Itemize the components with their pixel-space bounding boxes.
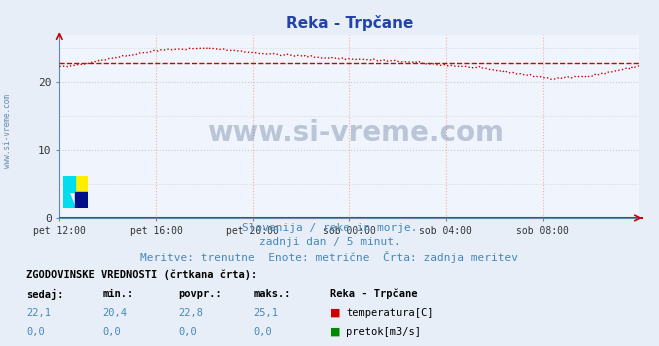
Text: ■: ■ [330, 308, 340, 318]
Text: Reka - Trpčane: Reka - Trpčane [330, 289, 417, 299]
Bar [63, 176, 75, 192]
Text: maks.:: maks.: [254, 289, 291, 299]
Text: min.:: min.: [102, 289, 133, 299]
Text: pretok[m3/s]: pretok[m3/s] [346, 327, 421, 337]
Bar [75, 192, 88, 208]
Text: Slovenija / reke in morje.: Slovenija / reke in morje. [242, 223, 417, 233]
Polygon shape [63, 176, 75, 208]
Text: 0,0: 0,0 [178, 327, 196, 337]
Bar [75, 176, 88, 192]
Text: sedaj:: sedaj: [26, 289, 64, 300]
Text: 0,0: 0,0 [26, 327, 45, 337]
Title: Reka - Trpčane: Reka - Trpčane [285, 15, 413, 31]
Text: ■: ■ [330, 327, 340, 337]
Text: 20,4: 20,4 [102, 308, 127, 318]
Text: 25,1: 25,1 [254, 308, 279, 318]
Text: 22,8: 22,8 [178, 308, 203, 318]
Text: www.si-vreme.com: www.si-vreme.com [208, 119, 504, 147]
Text: Meritve: trenutne  Enote: metrične  Črta: zadnja meritev: Meritve: trenutne Enote: metrične Črta: … [140, 251, 519, 263]
Text: 0,0: 0,0 [254, 327, 272, 337]
Text: ZGODOVINSKE VREDNOSTI (črtkana črta):: ZGODOVINSKE VREDNOSTI (črtkana črta): [26, 270, 258, 280]
Text: www.si-vreme.com: www.si-vreme.com [3, 94, 13, 169]
Text: 22,1: 22,1 [26, 308, 51, 318]
Text: temperatura[C]: temperatura[C] [346, 308, 434, 318]
Text: 0,0: 0,0 [102, 327, 121, 337]
Text: zadnji dan / 5 minut.: zadnji dan / 5 minut. [258, 237, 401, 247]
Text: povpr.:: povpr.: [178, 289, 221, 299]
